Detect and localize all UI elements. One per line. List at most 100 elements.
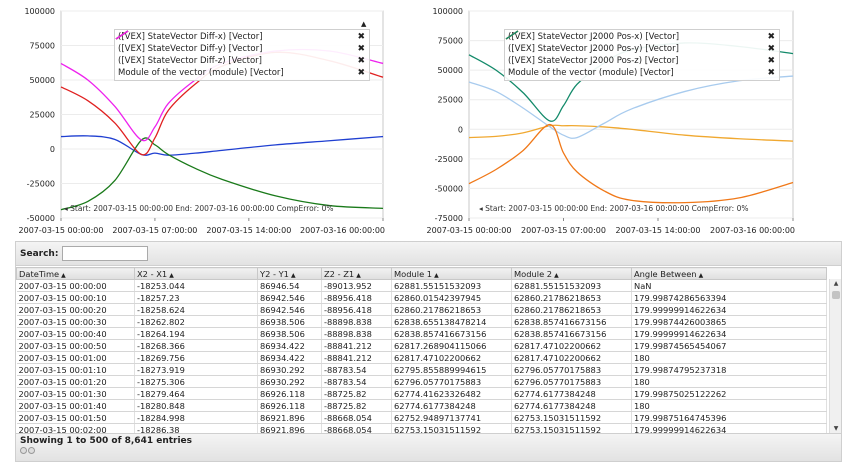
table-cell: 2007-03-15 00:00:20: [16, 303, 135, 316]
sort-caret-icon[interactable]: ▲: [290, 271, 296, 279]
table-row[interactable]: 2007-03-15 00:01:40 -18280.848 86926.118 -8…: [16, 399, 827, 412]
table-row[interactable]: 2007-03-15 00:01:00 -18269.756 86934.422 -8…: [16, 351, 827, 364]
table-row[interactable]: 2007-03-15 00:01:20 -18275.306 86930.292 -8…: [16, 375, 827, 388]
range-left-arrow-icon[interactable]: ◂: [64, 204, 68, 213]
legend-item[interactable]: ([VEX] StateVector J2000 Pos-z) [Vector]…: [505, 30, 775, 67]
table-cell: 86921.896: [257, 423, 322, 434]
table-cell: 86938.506: [257, 327, 322, 340]
sort-caret-icon[interactable]: ▲: [61, 271, 66, 279]
table-cell: -88725.82: [321, 387, 392, 400]
column-header-label: X2 - X1: [137, 268, 168, 279]
column-header[interactable]: Module 2 ▲: [511, 267, 632, 280]
table-cell: 2007-03-15 00:01:20: [16, 375, 135, 388]
y-tick-label: 100000: [432, 7, 463, 16]
chart-right-range-text: Start: 2007-03-15 00:00:00 End: 2007-03-…: [485, 204, 749, 213]
x-tick-label: 2007-03-15 07:00:00: [112, 226, 197, 235]
table-row[interactable]: 2007-03-15 00:00:50 -18268.366 86934.422 -8…: [16, 339, 827, 352]
pager-next-icon[interactable]: [28, 447, 35, 454]
table-cell: 62817.47102200662: [511, 339, 632, 352]
table-cell: 86934.422: [257, 351, 322, 364]
column-header-label: Y2 - Y1: [260, 268, 289, 279]
table-cell: 62796.05770175883: [511, 363, 632, 376]
scroll-down-arrow-icon[interactable]: ▼: [833, 425, 839, 432]
table-cell: 2007-03-15 00:01:10: [16, 363, 135, 376]
table-row[interactable]: 2007-03-15 00:00:20 -18258.624 86942.546 -8…: [16, 303, 827, 316]
legend-item[interactable]: ([VEX] StateVector J2000 Pos-x) [Vector]…: [505, 30, 775, 43]
table-cell: 62817.268904115066: [391, 339, 512, 352]
table-row[interactable]: 2007-03-15 00:02:00 -18286.38 86921.896 -88…: [16, 423, 827, 434]
search-input[interactable]: [62, 246, 149, 261]
sort-caret-icon[interactable]: ▲: [554, 271, 559, 279]
pager-previous-icon[interactable]: [20, 447, 27, 454]
table-cell: -18279.464: [134, 387, 258, 400]
table-row[interactable]: 2007-03-15 00:01:30 -18279.464 86926.118 -8…: [16, 387, 827, 400]
chart-left-range-info: ◂ Start: 2007-03-15 00:00:00 End: 2007-0…: [64, 204, 333, 213]
legend-remove-icon[interactable]: ✖: [767, 56, 775, 66]
column-header[interactable]: Module 1 ▲: [391, 267, 512, 280]
legend-item[interactable]: ([VEX] StateVector Diff-z) [Vector] ✖: [115, 30, 365, 67]
table-cell: -18286.38: [134, 423, 258, 434]
column-header[interactable]: Angle Between ▲: [631, 267, 827, 280]
vertical-scrollbar[interactable]: ▲ ▼: [829, 279, 841, 434]
x-tick-label: 2007-03-15 00:00:00: [427, 226, 512, 235]
table-cell: 179.99874426003865: [631, 315, 827, 328]
sort-caret-icon[interactable]: ▲: [356, 271, 361, 279]
table-cell: 62817.47102200662: [391, 351, 512, 364]
column-header-label: Module 1: [394, 268, 433, 279]
table-cell: 62860.21786218653: [391, 303, 512, 316]
series-line-2: [468, 75, 794, 139]
scroll-thumb[interactable]: [832, 291, 840, 299]
table-row[interactable]: 2007-03-15 00:00:40 -18264.194 86938.506 -8…: [16, 327, 827, 340]
legend-remove-icon[interactable]: ✖: [357, 44, 365, 54]
sort-caret-icon[interactable]: ▲: [434, 271, 439, 279]
table-cell: 2007-03-15 00:00:30: [16, 315, 135, 328]
table-row[interactable]: 2007-03-15 00:00:30 -18262.802 86938.506 -8…: [16, 315, 827, 328]
legend-item[interactable]: ([VEX] StateVector Diff-x) [Vector] ✖: [115, 30, 365, 43]
table-scroll-area[interactable]: DateTime ▲ X2 - X1 ▲ Y2 - Y1 ▲ Z2 - Z1 ▲ Module …: [16, 267, 841, 434]
x-tick-label: 2007-03-15 14:00:00: [206, 226, 291, 235]
table-cell: 86942.546: [257, 303, 322, 316]
legend-item[interactable]: ([VEX] StateVector Diff-y) [Vector] ✖: [115, 30, 365, 55]
legend-remove-icon[interactable]: ✖: [767, 32, 775, 42]
legend-toggle-caret-icon[interactable]: ▲: [361, 20, 367, 28]
table-row[interactable]: 2007-03-15 00:00:10 -18257.23 86942.546 -88…: [16, 291, 827, 304]
column-header[interactable]: DateTime ▲: [16, 267, 135, 280]
scroll-up-arrow-icon[interactable]: ▲: [833, 280, 839, 287]
table-cell: -18268.366: [134, 339, 258, 352]
column-header[interactable]: Z2 - Z1 ▲: [321, 267, 392, 280]
y-tick-label: 50000: [30, 76, 55, 85]
column-header-label: Angle Between: [634, 268, 697, 279]
legend-remove-icon[interactable]: ✖: [357, 56, 365, 66]
legend-item[interactable]: Module of the vector (module) [Vector] ✖: [115, 30, 365, 79]
table-cell: -18257.23: [134, 291, 258, 304]
table-row[interactable]: 2007-03-15 00:00:00 -18253.044 86946.54 -89…: [16, 279, 827, 292]
data-grid-panel: Search: DateTime ▲ X2 - X1 ▲ Y2 - Y1 ▲ Z2 - Z1…: [15, 241, 842, 462]
table-cell: -18269.756: [134, 351, 258, 364]
table-cell: 62753.15031511592: [391, 423, 512, 434]
chart-left-range-text: Start: 2007-03-15 00:00:00 End: 2007-03-…: [70, 204, 334, 213]
legend-remove-icon[interactable]: ✖: [357, 68, 365, 78]
column-header[interactable]: X2 - X1 ▲: [134, 267, 258, 280]
sort-caret-icon[interactable]: ▲: [169, 271, 174, 279]
sort-caret-icon[interactable]: ▲: [698, 271, 704, 279]
table-cell: 62795.855889994615: [391, 363, 512, 376]
legend-remove-icon[interactable]: ✖: [767, 68, 775, 78]
table-row[interactable]: 2007-03-15 00:01:50 -18284.998 86921.896 -8…: [16, 411, 827, 424]
legend-label: ([VEX] StateVector J2000 Pos-z) [Vector]: [508, 56, 679, 66]
legend-label: ([VEX] StateVector J2000 Pos-x) [Vector]: [508, 32, 680, 42]
legend-item[interactable]: ([VEX] StateVector J2000 Pos-y) [Vector]…: [505, 30, 775, 55]
table-cell: 86921.896: [257, 411, 322, 424]
legend-remove-icon[interactable]: ✖: [357, 32, 365, 42]
legend-swatch-icon: [115, 30, 129, 40]
table-cell: -88956.418: [321, 303, 392, 316]
table-cell: -18264.194: [134, 327, 258, 340]
table-row[interactable]: 2007-03-15 00:01:10 -18273.919 86930.292 -8…: [16, 363, 827, 376]
legend-item[interactable]: Module of the vector (module) [Vector] ✖: [505, 30, 775, 79]
y-tick-label: 25000: [438, 96, 463, 105]
legend-remove-icon[interactable]: ✖: [767, 44, 775, 54]
table-cell: NaN: [631, 279, 827, 292]
y-tick-label: 75000: [438, 37, 463, 46]
table-cell: -18273.919: [134, 363, 258, 376]
column-header[interactable]: Y2 - Y1 ▲: [257, 267, 322, 280]
range-left-arrow-icon[interactable]: ◂: [479, 204, 483, 213]
